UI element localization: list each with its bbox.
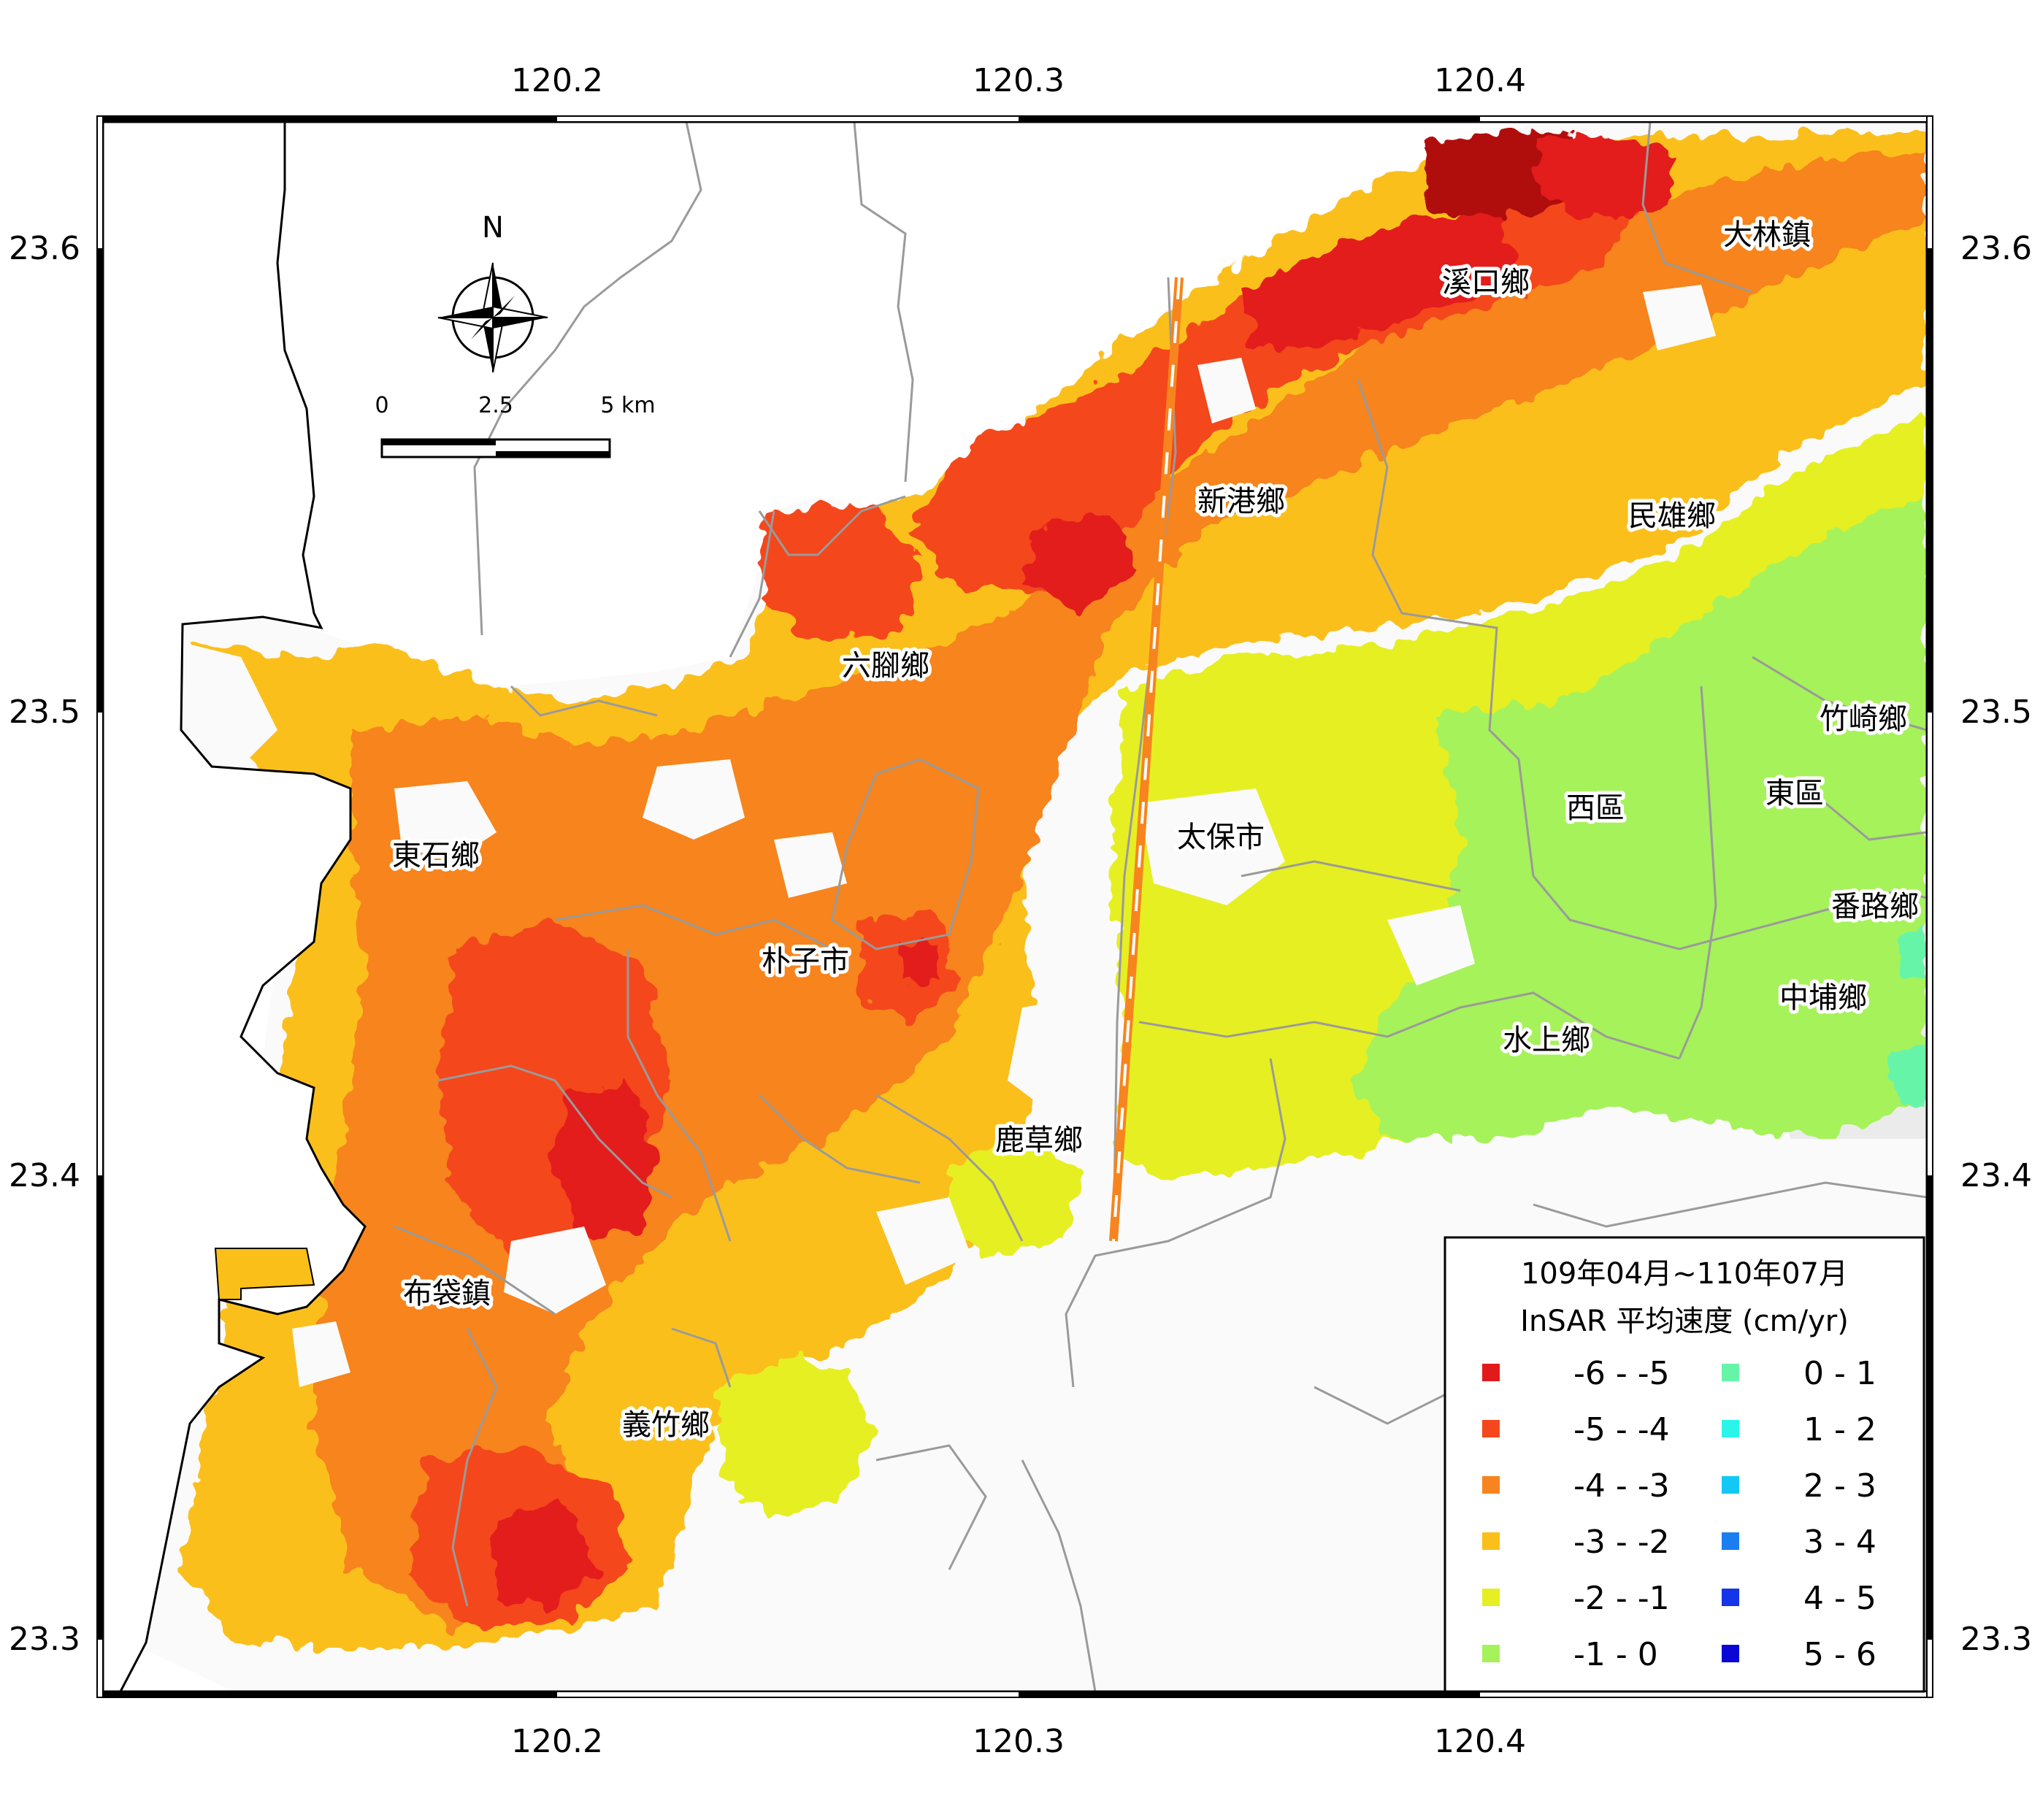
place-label-liujiao: 六腳鄉 <box>842 649 929 683</box>
place-label-budai: 布袋鎮 <box>403 1277 491 1310</box>
scale-label: 5 km <box>600 393 655 418</box>
legend-label: -6 - -5 <box>1573 1355 1670 1392</box>
legend-label: -5 - -4 <box>1573 1411 1670 1448</box>
legend-swatch <box>1722 1364 1739 1381</box>
legend-label: 4 - 5 <box>1803 1580 1876 1617</box>
legend-swatch <box>1482 1589 1500 1606</box>
place-label-fanlu: 番路鄉 <box>1831 890 1919 924</box>
velocity-zones <box>183 131 1927 1650</box>
scale-bar: 0 2.5 5 km <box>375 393 656 458</box>
legend-box <box>1444 1236 1925 1693</box>
harbor <box>214 1248 315 1300</box>
legend-label: -4 - -3 <box>1573 1467 1670 1505</box>
legend-title-unit: InSAR 平均速度 (cm/yr) <box>1520 1305 1849 1338</box>
place-label-taibao: 太保市 <box>1177 821 1265 854</box>
lat-tick-left: 23.3 <box>9 1621 80 1658</box>
legend-swatch <box>1482 1420 1500 1437</box>
legend-label: -2 - -1 <box>1573 1580 1670 1617</box>
longitude-ticks: 120.2 120.3 120.4 120.2 120.3 120.4 <box>511 62 1526 1760</box>
place-label-lucao: 鹿草鄉 <box>995 1124 1083 1157</box>
place-label-puzi: 朴子市 <box>762 945 849 978</box>
place-label-west: 西區 <box>1566 791 1625 825</box>
lon-tick-bottom: 120.3 <box>973 1723 1065 1760</box>
legend-swatch <box>1722 1532 1739 1550</box>
legend-swatch <box>1722 1420 1739 1437</box>
lon-tick-top: 120.2 <box>511 62 603 99</box>
lon-tick-bottom: 120.4 <box>1434 1723 1526 1760</box>
latitude-ticks: 23.6 23.5 23.4 23.3 23.6 23.5 23.4 23.3 <box>9 230 2032 1658</box>
scale-label: 0 <box>375 393 388 418</box>
legend-title-period: 109年04月~110年07月 <box>1521 1257 1848 1291</box>
map-border <box>96 115 1933 1698</box>
place-labels: 溪口鄉 大林鎮 新港鄉 民雄鄉 六腳鄉 竹崎鄉 西區 東區 太保市 東石鄉 番路… <box>388 215 1922 1445</box>
railway <box>1109 277 1184 1242</box>
sea-area <box>103 122 365 1692</box>
legend-items: -6 - -5 -5 - -4 -4 - -3 -3 - -2 -2 - -1 -1 - … <box>1482 1355 1876 1673</box>
legend-label: -3 - -2 <box>1573 1524 1670 1561</box>
township-boundaries <box>394 122 1927 1692</box>
legend-label: 1 - 2 <box>1803 1411 1876 1448</box>
lat-tick-right: 23.3 <box>1960 1621 2032 1658</box>
legend-swatch <box>1482 1364 1500 1381</box>
lat-tick-left: 23.5 <box>9 694 80 731</box>
place-label-yizhu: 義竹鄉 <box>622 1408 710 1442</box>
lat-tick-right: 23.4 <box>1960 1157 2032 1194</box>
place-label-dongshi: 東石鄉 <box>392 839 480 872</box>
place-label-zhuqi: 竹崎鄉 <box>1820 702 1907 736</box>
legend-swatch <box>1482 1645 1500 1662</box>
legend-swatch <box>1722 1476 1739 1494</box>
north-arrow-icon: N <box>437 211 548 373</box>
legend-label: 2 - 3 <box>1803 1467 1876 1505</box>
lon-tick-top: 120.3 <box>973 62 1065 99</box>
lat-tick-left: 23.4 <box>9 1157 80 1194</box>
north-label: N <box>482 211 504 245</box>
lon-tick-top: 120.4 <box>1434 62 1526 99</box>
place-label-xikou: 溪口鄉 <box>1442 266 1530 299</box>
lat-tick-left: 23.6 <box>9 230 80 267</box>
legend-swatch <box>1482 1476 1500 1494</box>
lon-tick-bottom: 120.2 <box>511 1723 603 1760</box>
legend-swatch <box>1722 1645 1739 1662</box>
place-label-minxiong: 民雄鄉 <box>1628 499 1716 533</box>
place-label-xingang: 新港鄉 <box>1197 485 1285 518</box>
legend-swatch <box>1722 1589 1739 1606</box>
lat-tick-right: 23.5 <box>1960 694 2032 731</box>
legend: 109年04月~110年07月 InSAR 平均速度 (cm/yr) -6 - … <box>1444 1236 1925 1693</box>
legend-label: 5 - 6 <box>1803 1636 1876 1673</box>
place-label-east: 東區 <box>1765 777 1824 810</box>
lat-tick-right: 23.6 <box>1960 230 2032 267</box>
legend-swatch <box>1482 1532 1500 1550</box>
coastline <box>119 122 367 1692</box>
place-label-shuishang: 水上鄉 <box>1503 1024 1590 1057</box>
legend-label: -1 - 0 <box>1573 1636 1658 1673</box>
scale-label: 2.5 <box>478 393 513 418</box>
place-label-zhongpu: 中埔鄉 <box>1779 981 1867 1015</box>
legend-label: 0 - 1 <box>1803 1355 1876 1392</box>
legend-label: 3 - 4 <box>1803 1524 1876 1561</box>
place-label-dalin: 大林鎮 <box>1723 218 1811 252</box>
